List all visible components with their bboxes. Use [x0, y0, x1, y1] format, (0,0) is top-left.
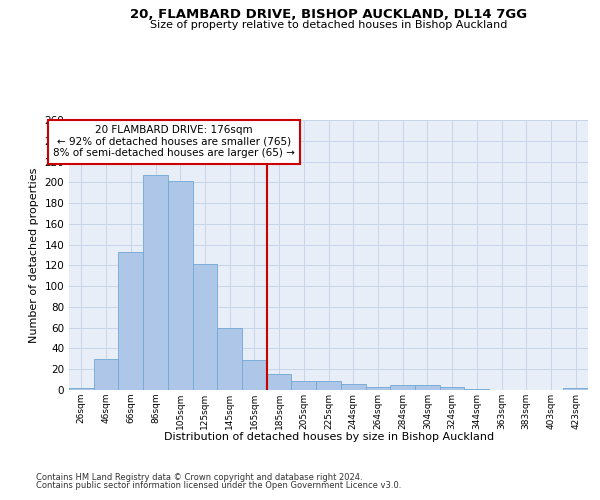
- Y-axis label: Number of detached properties: Number of detached properties: [29, 168, 39, 342]
- Text: Contains HM Land Registry data © Crown copyright and database right 2024.: Contains HM Land Registry data © Crown c…: [36, 472, 362, 482]
- Text: Distribution of detached houses by size in Bishop Auckland: Distribution of detached houses by size …: [164, 432, 494, 442]
- Bar: [242, 360, 267, 390]
- Bar: [267, 374, 292, 390]
- Bar: [440, 387, 464, 390]
- Bar: [94, 359, 118, 390]
- Text: 20, FLAMBARD DRIVE, BISHOP AUCKLAND, DL14 7GG: 20, FLAMBARD DRIVE, BISHOP AUCKLAND, DL1…: [130, 8, 527, 20]
- Bar: [365, 387, 390, 390]
- Text: 20 FLAMBARD DRIVE: 176sqm
← 92% of detached houses are smaller (765)
8% of semi-: 20 FLAMBARD DRIVE: 176sqm ← 92% of detac…: [53, 125, 295, 158]
- Bar: [168, 182, 193, 390]
- Bar: [193, 264, 217, 390]
- Bar: [292, 380, 316, 390]
- Bar: [341, 384, 365, 390]
- Bar: [316, 380, 341, 390]
- Bar: [563, 388, 588, 390]
- Bar: [69, 388, 94, 390]
- Bar: [415, 385, 440, 390]
- Bar: [143, 175, 168, 390]
- Bar: [118, 252, 143, 390]
- Bar: [217, 328, 242, 390]
- Text: Size of property relative to detached houses in Bishop Auckland: Size of property relative to detached ho…: [150, 20, 508, 30]
- Bar: [390, 385, 415, 390]
- Text: Contains public sector information licensed under the Open Government Licence v3: Contains public sector information licen…: [36, 482, 401, 490]
- Bar: [464, 389, 489, 390]
